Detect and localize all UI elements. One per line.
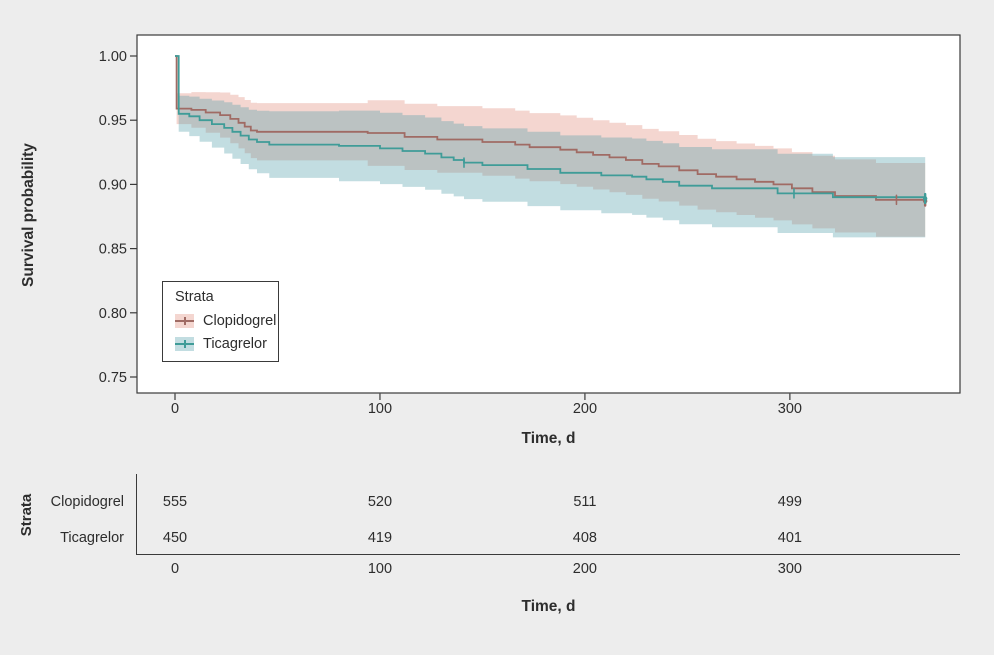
legend: Strata Clopidogrel Ticagrelor [162, 281, 279, 362]
risk-count: 408 [572, 530, 597, 546]
x-tick-label: 100 [368, 401, 392, 417]
risk-x-tick-label: 300 [777, 561, 802, 577]
risk-x-tick-label: 200 [572, 561, 597, 577]
y-tick-label: 0.80 [99, 306, 127, 322]
risk-table-axis-vline [136, 474, 138, 554]
y-tick-label: 0.85 [99, 242, 127, 258]
risk-count: 499 [777, 494, 802, 510]
risk-x-tick-label: 0 [170, 561, 180, 577]
x-tick-label: 300 [778, 401, 802, 417]
legend-key-ticagrelor-icon [175, 336, 194, 351]
y-tick-label: 0.75 [99, 370, 127, 386]
x-axis-label: Time, d [521, 430, 576, 447]
risk-count: 511 [573, 494, 597, 510]
km-line-ticagrelor [175, 55, 927, 199]
risk-table-axis-hline [136, 554, 960, 556]
risk-count: 419 [367, 530, 393, 546]
ci-band-clopidogrel [176, 92, 926, 239]
legend-entry-ticagrelor: Ticagrelor [175, 332, 278, 355]
legend-label-ticagrelor: Ticagrelor [203, 335, 267, 352]
risk-row-label-ticagrelor: Ticagrelor [60, 530, 124, 546]
legend-entry-clopidogrel: Clopidogrel [175, 309, 278, 332]
x-tick-label: 0 [171, 401, 179, 417]
km-line-clopidogrel [175, 55, 927, 202]
risk-count: 401 [777, 530, 802, 546]
y-tick-label: 0.95 [99, 113, 127, 129]
y-axis-label: Survival probability [20, 143, 37, 287]
risk-x-tick-label: 100 [367, 561, 393, 577]
risk-count: 450 [162, 530, 188, 546]
legend-key-clopidogrel-icon [175, 313, 194, 328]
risk-row-label-clopidogrel: Clopidogrel [50, 494, 124, 510]
km-plot: 0 100 200 300 1.00 0.95 0.90 0.85 0.80 0.75 [99, 34, 961, 417]
risk-count: 555 [162, 494, 188, 510]
risk-count: 520 [367, 494, 393, 510]
y-tick-label: 1.00 [99, 49, 127, 65]
x-tick-label: 200 [573, 401, 597, 417]
risk-table-x-label: Time, d [521, 598, 576, 615]
legend-label-clopidogrel: Clopidogrel [203, 312, 277, 329]
legend-key-censor-tick [183, 316, 186, 325]
curve-end-marker-ticagrelor [922, 196, 928, 201]
legend-key-censor-tick [183, 339, 186, 348]
legend-title: Strata [175, 289, 214, 305]
y-tick-label: 0.90 [99, 177, 127, 193]
